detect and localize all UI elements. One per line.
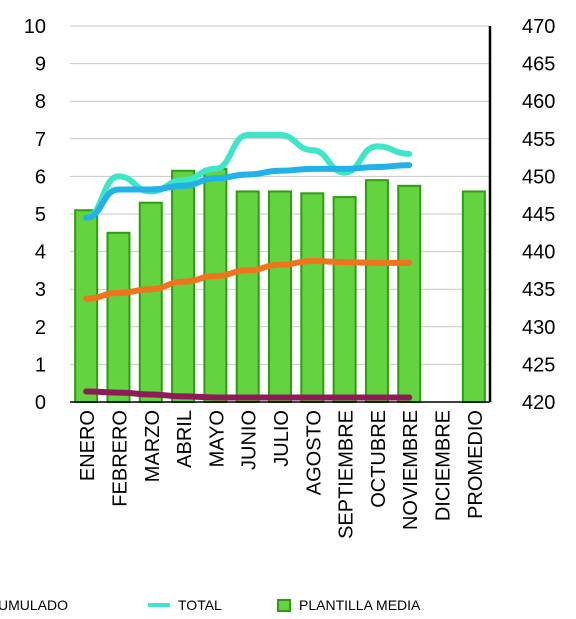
series-line [83, 388, 413, 401]
left-tick-label: 0 [35, 392, 46, 414]
bar [300, 192, 325, 403]
right-tick-label: 445 [522, 204, 555, 226]
series-line [83, 162, 413, 221]
left-tick-label: 7 [35, 129, 46, 151]
bar [268, 190, 292, 403]
bar [332, 196, 357, 403]
legend-line-swatch [148, 603, 170, 607]
bar [74, 209, 99, 403]
category-label: MAYO [206, 410, 228, 467]
bar [397, 184, 422, 403]
category-label: NOVIEMBRE [400, 410, 422, 530]
left-tick-label: 3 [35, 279, 46, 301]
legend-label: UMULADO [0, 597, 69, 613]
right-tick-label: 450 [522, 166, 555, 188]
category-label: OCTUBRE [368, 410, 390, 508]
right-tick-label: 435 [522, 279, 555, 301]
legend-item-total: TOTAL [148, 597, 222, 613]
bar [106, 231, 131, 403]
bar [203, 167, 228, 403]
legend-item-plantilla-media: PLANTILLA MEDIA [277, 597, 420, 613]
category-label: JULIO [271, 410, 293, 467]
category-label: MARZO [142, 410, 164, 482]
legend-box-swatch [277, 598, 291, 612]
left-tick-label: 10 [24, 16, 46, 38]
right-tick-label: 430 [522, 317, 555, 339]
left-tick-label: 4 [35, 242, 46, 264]
line-series [83, 132, 413, 401]
bar [138, 201, 163, 403]
right-tick-label: 455 [522, 129, 555, 151]
right-tick-label: 440 [522, 242, 555, 264]
category-label: ENERO [77, 410, 99, 481]
series-line [83, 258, 413, 302]
combo-chart: 0 1 2 3 4 5 6 7 8 9 10 420 425 430 435 440 445 450 455 460… [24, 16, 556, 539]
axes [70, 26, 492, 403]
bar [461, 190, 486, 403]
legend: UMULADO TOTAL PLANTILLA MEDIA [0, 597, 576, 619]
category-label: JUNIO [239, 410, 261, 470]
legend-item-acumulado: UMULADO [0, 597, 68, 613]
right-tick-label: 460 [522, 91, 555, 113]
left-tick-label: 8 [35, 91, 46, 113]
category-label: SEPTIEMBRE [336, 410, 358, 539]
left-tick-label: 1 [35, 354, 46, 376]
left-tick-label: 6 [35, 166, 46, 188]
bar [364, 179, 389, 403]
category-label: FEBRERO [109, 410, 131, 507]
left-tick-label: 5 [35, 204, 46, 226]
bar-series [74, 167, 486, 403]
legend-label: PLANTILLA MEDIA [299, 597, 421, 613]
legend-label: TOTAL [178, 597, 222, 613]
category-labels: ENERO FEBRERO MARZO ABRIL MAYO JUNIO JULIO AGOS… [77, 410, 487, 539]
bar [171, 169, 196, 403]
category-label: ABRIL [174, 410, 196, 468]
category-label: PROMEDIO [465, 410, 487, 519]
category-label: DICIEMBRE [433, 410, 455, 521]
left-tick-label: 9 [35, 54, 46, 76]
right-tick-label: 465 [522, 54, 555, 76]
bar [235, 190, 260, 403]
left-axis-ticks: 0 1 2 3 4 5 6 7 8 9 10 [24, 16, 46, 414]
right-axis-ticks: 420 425 430 435 440 445 450 455 460 465 470 [522, 16, 555, 414]
right-tick-label: 425 [522, 354, 555, 376]
category-label: AGOSTO [303, 410, 325, 495]
right-tick-label: 470 [522, 16, 555, 38]
right-tick-label: 420 [522, 392, 555, 414]
left-tick-label: 2 [35, 317, 46, 339]
